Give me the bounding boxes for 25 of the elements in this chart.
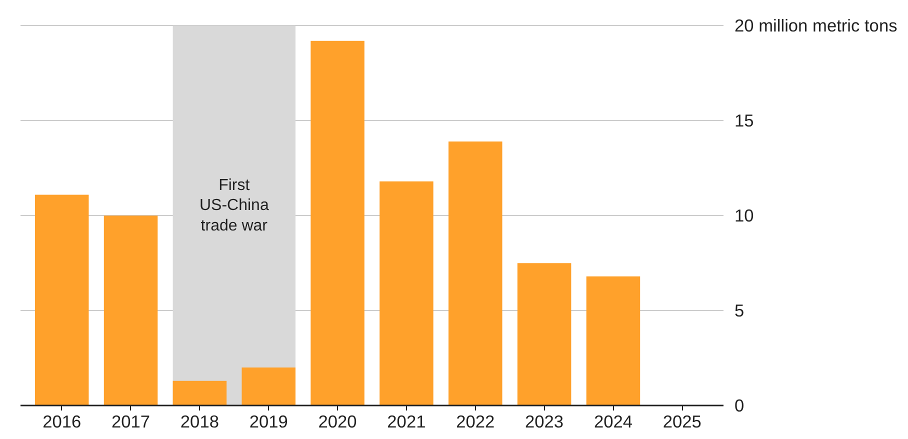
x-tick-label: 2024 (594, 412, 633, 432)
x-tick-label: 2019 (249, 412, 288, 432)
bar (104, 216, 158, 406)
x-tick-label: 2022 (456, 412, 495, 432)
y-tick-label: 20 million metric tons (734, 16, 898, 36)
x-tick-label: 2025 (662, 412, 702, 432)
bar (310, 40, 364, 406)
x-tick-label: 2021 (387, 412, 426, 432)
y-tick-label: 10 (734, 206, 754, 226)
x-tick-label: 2020 (318, 412, 357, 432)
bar (517, 263, 572, 406)
band-label: First US-China trade war (199, 176, 269, 235)
x-tick-label: 2017 (112, 412, 150, 432)
y-tick-label: 0 (734, 396, 744, 416)
x-tick-label: 2018 (180, 412, 219, 432)
bar (380, 181, 434, 406)
y-tick-label: 15 (734, 110, 754, 131)
bar (448, 142, 502, 406)
bar (34, 194, 89, 406)
bar (172, 380, 227, 406)
x-tick-label: 2023 (525, 412, 564, 432)
x-tick-label: 2016 (42, 412, 82, 432)
y-tick-label: 5 (734, 300, 744, 321)
bar (586, 276, 640, 406)
bar (242, 368, 296, 406)
